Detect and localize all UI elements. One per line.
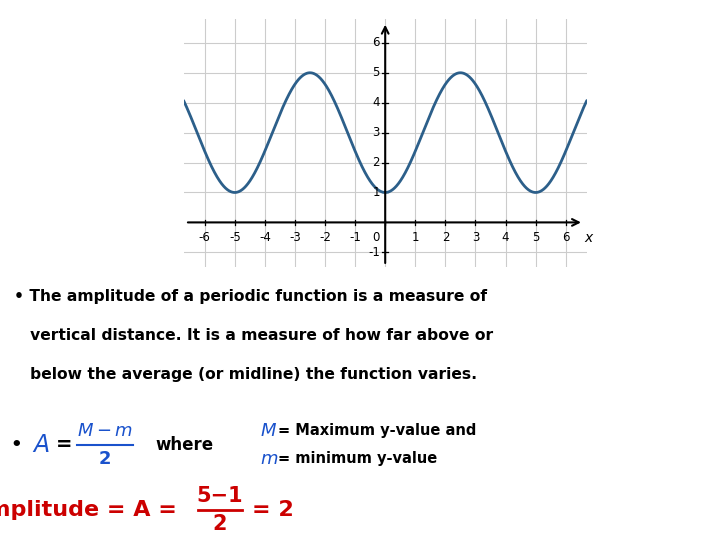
Text: 6: 6 (562, 231, 570, 244)
Text: -6: -6 (199, 231, 211, 244)
Text: where: where (155, 436, 213, 454)
Text: -2: -2 (319, 231, 331, 244)
Text: 2: 2 (441, 231, 449, 244)
Text: -3: -3 (289, 231, 301, 244)
Text: =: = (56, 435, 73, 455)
Text: -1: -1 (349, 231, 361, 244)
Text: -1: -1 (368, 246, 379, 259)
Text: 1: 1 (412, 231, 419, 244)
Text: 3: 3 (372, 126, 379, 139)
Text: $\mathit{M}-\mathit{m}$: $\mathit{M}-\mathit{m}$ (77, 422, 133, 440)
Text: 5: 5 (372, 66, 379, 79)
Text: x: x (585, 231, 593, 245)
Text: 1: 1 (372, 186, 379, 199)
Text: = Maximum y-value and: = Maximum y-value and (278, 423, 477, 438)
Text: -4: -4 (259, 231, 271, 244)
Text: $\mathit{A}$: $\mathit{A}$ (32, 433, 50, 457)
Text: 4: 4 (502, 231, 509, 244)
Text: vertical distance. It is a measure of how far above or: vertical distance. It is a measure of ho… (14, 328, 493, 343)
Text: 4: 4 (372, 96, 379, 109)
Text: = 2: = 2 (252, 500, 294, 520)
Text: 6: 6 (372, 36, 379, 49)
Text: Amplitude = A =: Amplitude = A = (0, 500, 185, 520)
Text: below the average (or midline) the function varies.: below the average (or midline) the funct… (14, 367, 477, 382)
Text: $\mathit{M}$: $\mathit{M}$ (260, 422, 277, 440)
Text: 3: 3 (472, 231, 479, 244)
Text: 2: 2 (99, 450, 112, 468)
Text: 5−1: 5−1 (197, 486, 243, 506)
Text: 0: 0 (372, 231, 379, 244)
Text: = minimum y-value: = minimum y-value (278, 451, 437, 467)
Text: 5: 5 (532, 231, 539, 244)
Text: $\mathit{m}$: $\mathit{m}$ (260, 450, 279, 468)
Text: 2: 2 (372, 156, 379, 169)
Text: -5: -5 (229, 231, 240, 244)
Text: 2: 2 (212, 514, 228, 534)
Text: • The amplitude of a periodic function is a measure of: • The amplitude of a periodic function i… (14, 289, 487, 304)
Text: •: • (10, 436, 22, 454)
